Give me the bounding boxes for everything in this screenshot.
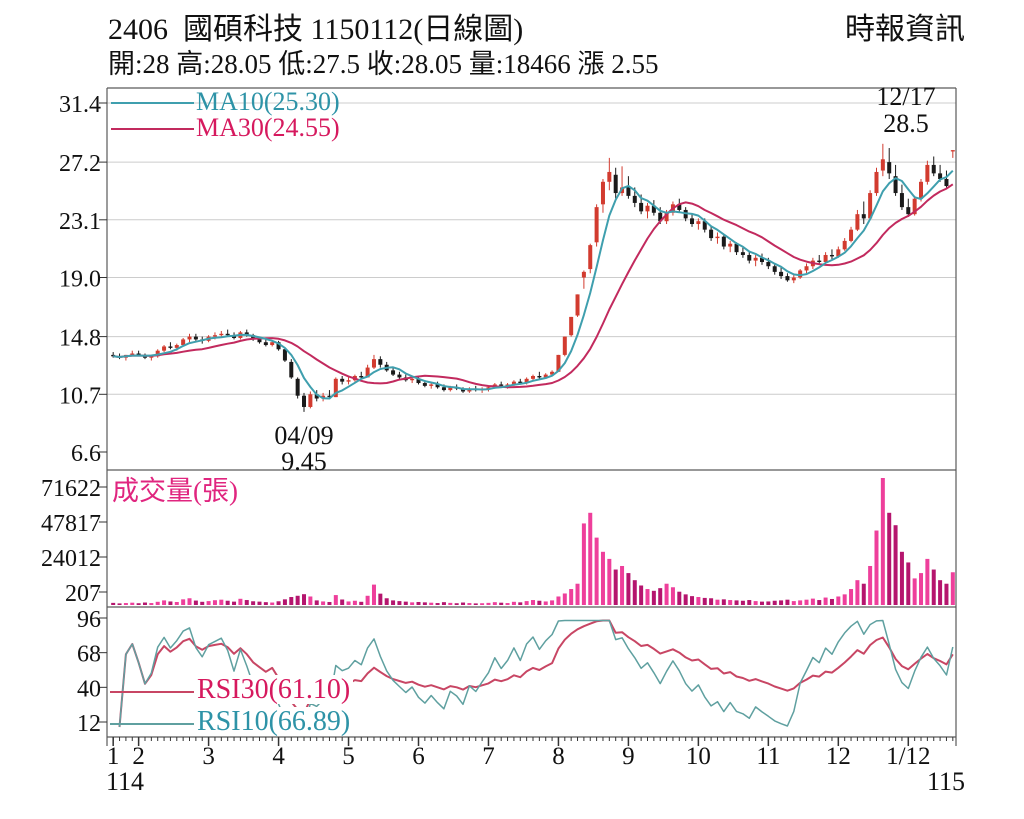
ma30-legend: MA30(24.55)	[196, 113, 340, 142]
ma10-legend: MA10(25.30)	[196, 87, 340, 116]
year-label-right: 115	[927, 767, 966, 796]
svg-text:10.7: 10.7	[59, 383, 101, 409]
price-gridlines	[107, 102, 956, 395]
ma30-line	[113, 183, 954, 389]
volume-bars	[111, 478, 955, 605]
svg-text:1/12: 1/12	[886, 743, 930, 770]
svg-text:24012: 24012	[41, 546, 101, 572]
svg-text:12: 12	[826, 743, 851, 770]
low-annotation-value: 9.45	[281, 447, 327, 476]
source-label: 時報資訊	[845, 13, 965, 46]
svg-text:4: 4	[272, 743, 285, 770]
high-annotation-value: 28.5	[883, 109, 929, 138]
rsi-axis-labels: 96 68 40 12	[77, 607, 107, 737]
rsi30-line	[118, 619, 954, 728]
svg-text:10: 10	[686, 743, 711, 770]
svg-text:71622: 71622	[41, 476, 101, 502]
quote-line: 開:28 高:28.05 低:27.5 收:28.05 量:18466 漲 2.…	[108, 49, 659, 79]
ma10-line	[113, 169, 954, 400]
ma10-swatch-line	[111, 102, 194, 104]
month-labels: 1 2 3 4 5 6 7 8 9 10 11 12 1/12	[107, 737, 931, 770]
volume-panel-title: 成交量(張)	[112, 476, 238, 506]
svg-text:19.0: 19.0	[59, 267, 101, 293]
svg-text:1: 1	[107, 743, 120, 770]
year-label-left: 114	[106, 767, 145, 796]
svg-text:6.6: 6.6	[71, 441, 101, 467]
high-annotation-date: 12/17	[876, 82, 936, 111]
low-annotation-date: 04/09	[274, 421, 334, 450]
svg-text:14.8: 14.8	[59, 326, 101, 352]
svg-text:47817: 47817	[41, 511, 101, 537]
rsi30-legend: RSI30(61.10)	[194, 675, 354, 704]
svg-text:27.2: 27.2	[59, 151, 101, 177]
svg-text:6: 6	[412, 743, 425, 770]
svg-text:7: 7	[482, 743, 495, 770]
panel-borders	[106, 87, 957, 746]
ma30-swatch-line	[111, 128, 194, 130]
stock-title: 2406 國碩科技 1150112(日線圖)	[108, 13, 524, 46]
svg-text:2: 2	[132, 743, 145, 770]
volume-axis-labels: 71622 47817 24012 207	[41, 476, 107, 607]
svg-text:23.1: 23.1	[59, 209, 101, 235]
rsi10-legend: RSI10(66.89)	[194, 707, 354, 736]
svg-text:3: 3	[202, 743, 215, 770]
rsi30-swatch-line	[110, 691, 194, 693]
svg-text:96: 96	[77, 607, 101, 633]
svg-text:5: 5	[342, 743, 355, 770]
svg-text:207: 207	[65, 581, 101, 607]
svg-text:9: 9	[622, 743, 635, 770]
x-axis-ticks	[112, 737, 954, 741]
svg-text:40: 40	[77, 676, 101, 702]
svg-text:11: 11	[756, 743, 780, 770]
svg-text:31.4: 31.4	[59, 92, 101, 118]
rsi10-swatch-line	[110, 723, 194, 725]
svg-text:68: 68	[77, 642, 101, 668]
price-axis-labels: 31.4 27.2 23.1 19.0 14.8 10.7 6.6	[59, 92, 107, 467]
svg-text:12: 12	[77, 711, 101, 737]
svg-text:8: 8	[552, 743, 565, 770]
